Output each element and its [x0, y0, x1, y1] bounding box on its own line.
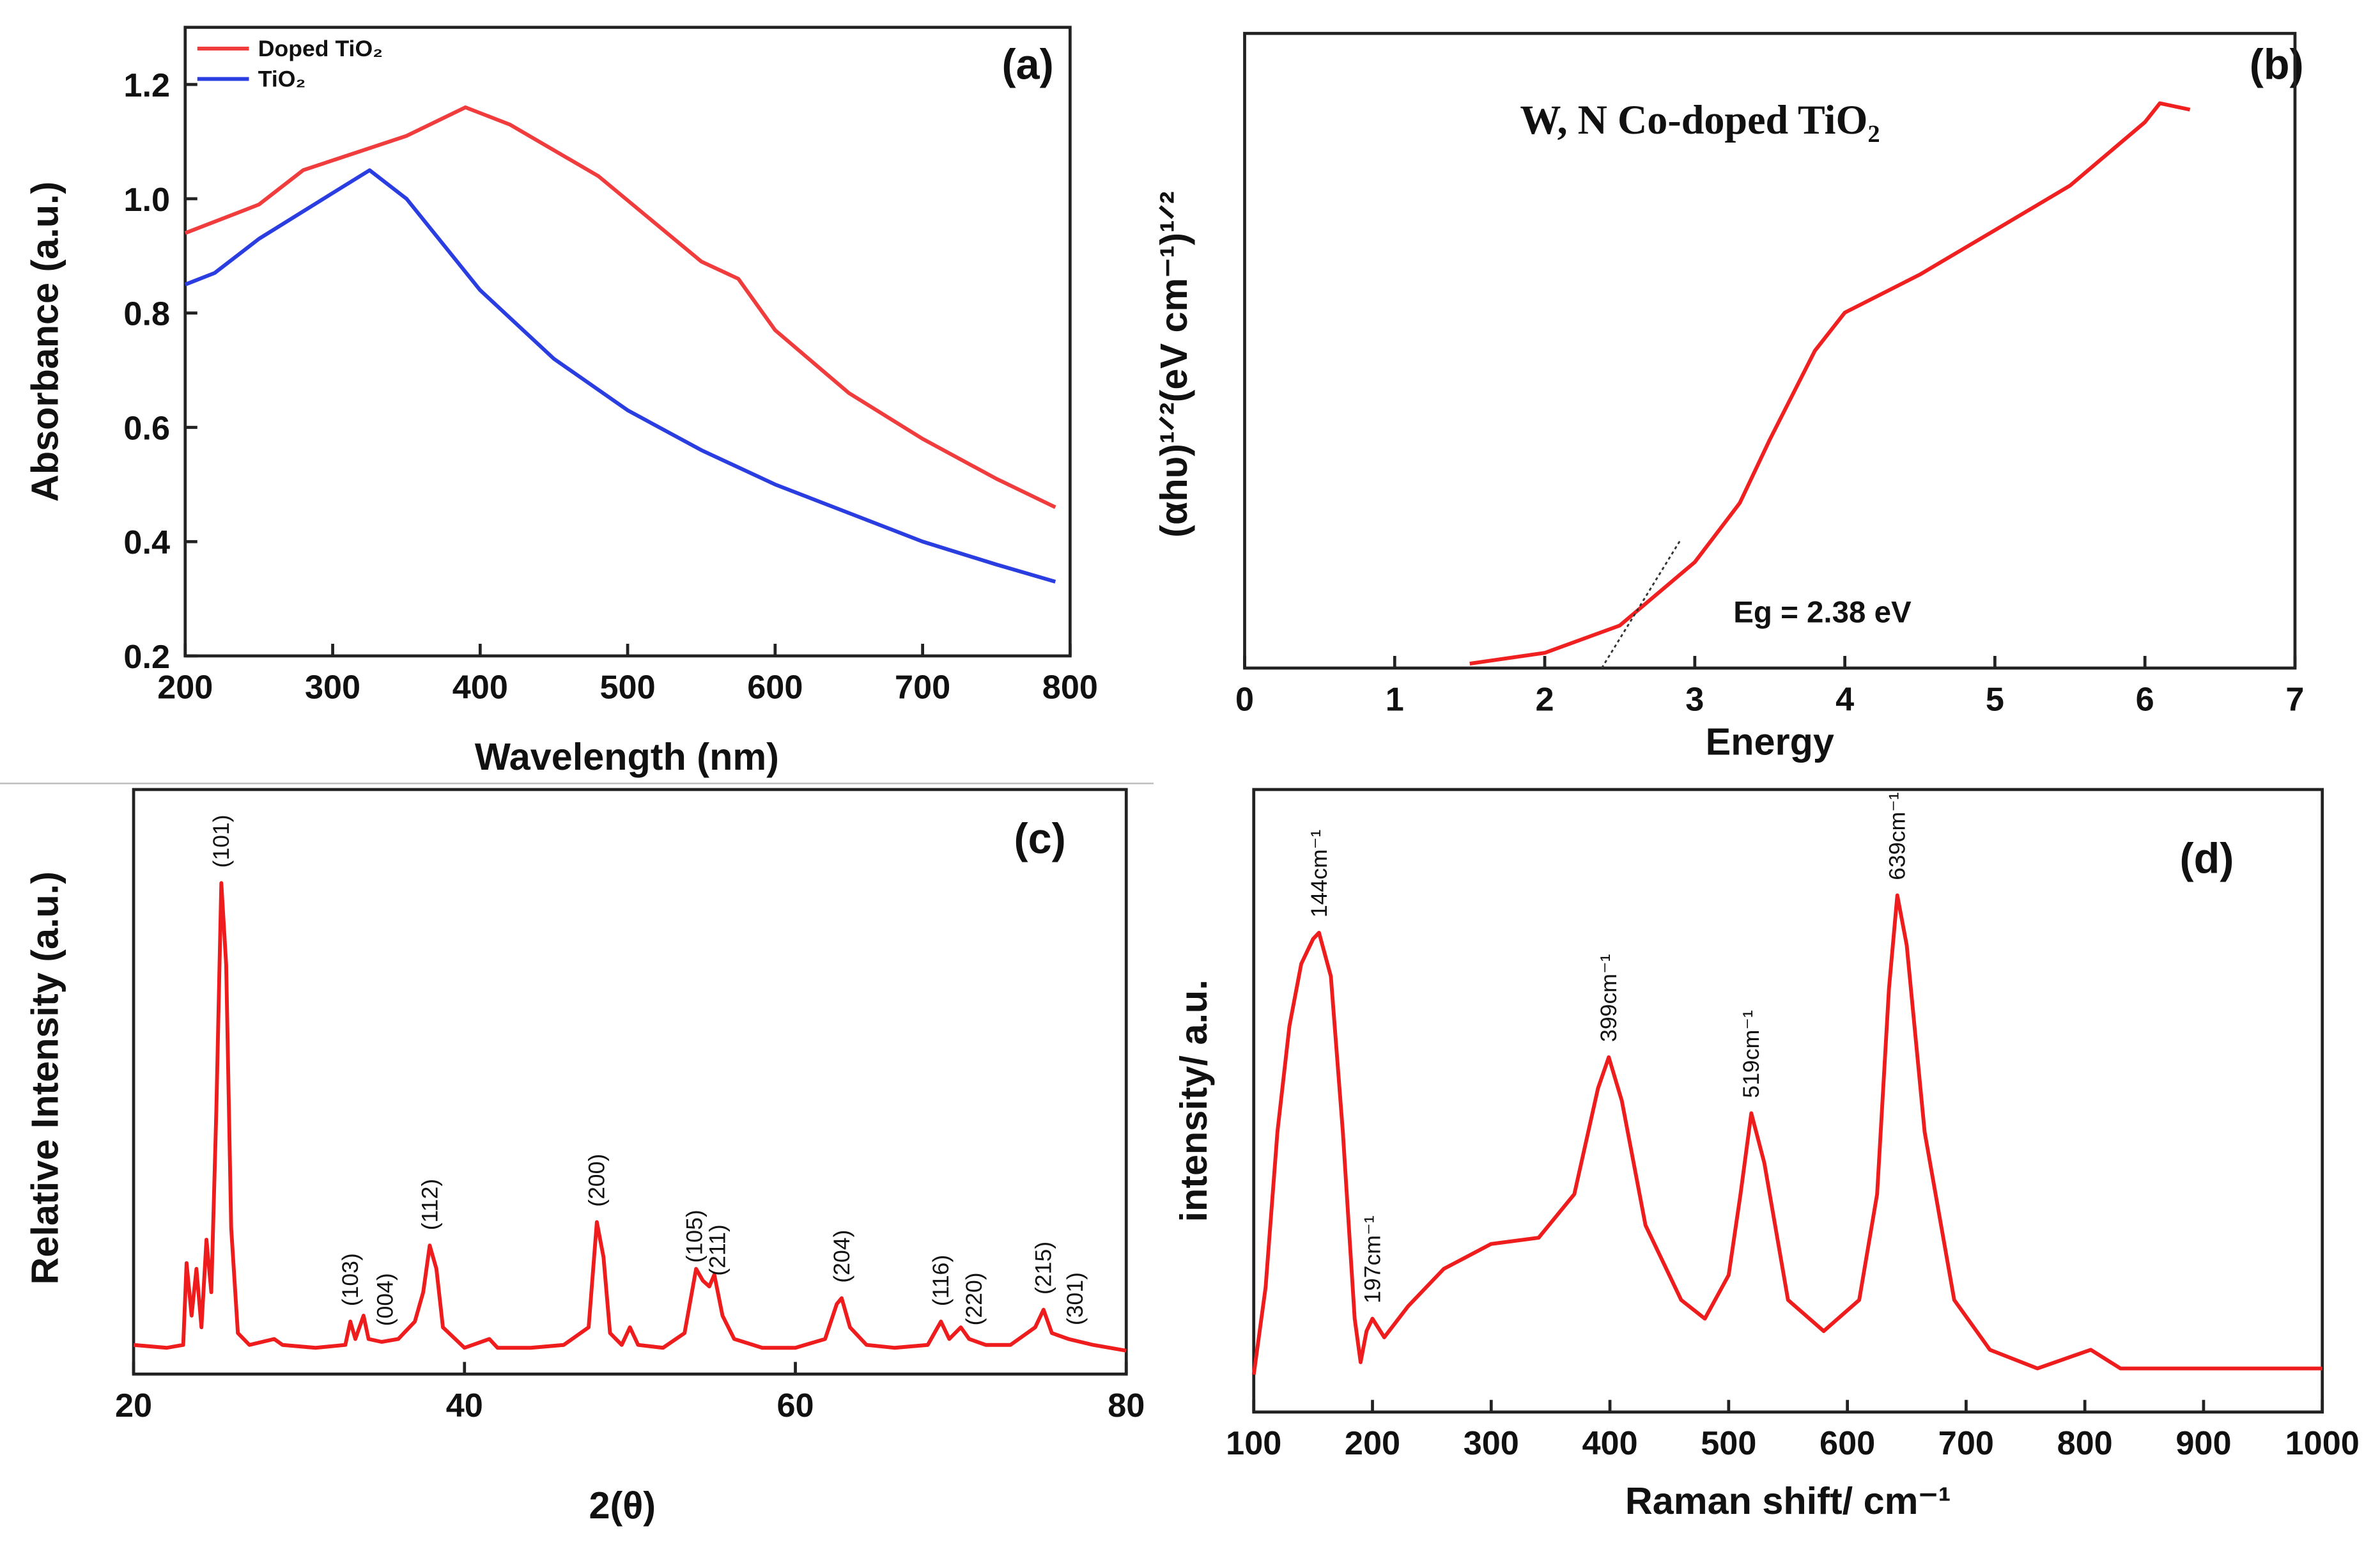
y-tick-label: 0.8 [123, 296, 170, 333]
y-axis-label: Relative Intensity (a.u.) [23, 871, 66, 1285]
peak-label: (105) [681, 1210, 707, 1263]
legend-label: Doped TiO₂ [258, 36, 383, 61]
chart-title: W, N Co-doped TiO₂ [1520, 97, 1880, 143]
x-tick-label: 600 [747, 669, 803, 706]
peak-label: (200) [584, 1154, 610, 1207]
x-tick-label: 80 [1108, 1387, 1145, 1424]
data-line [184, 168, 1056, 584]
x-tick-label: 5 [1986, 681, 2004, 718]
x-tick-label: 700 [1938, 1425, 1994, 1462]
panel-label: (a) [1002, 41, 1054, 88]
x-tick-label: 900 [2175, 1425, 2231, 1462]
x-tick-label: 3 [1685, 681, 1704, 718]
y-axis-label: intensity/ a.u. [1172, 979, 1215, 1222]
x-tick-label: 800 [2057, 1425, 2113, 1462]
panel-label: (c) [1014, 816, 1066, 863]
data-line [1469, 101, 2191, 666]
x-tick-label: 100 [1226, 1425, 1281, 1462]
plot-frame [1252, 788, 2324, 1414]
x-tick-label: 300 [305, 669, 360, 706]
y-axis-label: Absorbance (a.u.) [23, 182, 66, 502]
peak-label: (112) [417, 1179, 442, 1231]
x-tick-label: 400 [1582, 1425, 1637, 1462]
x-tick-label: 700 [895, 669, 950, 706]
x-axis-label: Energy [1706, 720, 1834, 763]
annotation: Eg = 2.38 eV [1733, 596, 1912, 630]
x-tick-label: 6 [2136, 681, 2154, 718]
x-tick-label: 400 [452, 669, 508, 706]
x-tick-label: 300 [1464, 1425, 1519, 1462]
peak-label: (211) [705, 1224, 730, 1276]
y-tick-label: 1.0 [123, 182, 170, 219]
peak-label: (220) [961, 1272, 987, 1325]
x-tick-label: 600 [1820, 1425, 1875, 1462]
x-tick-label: 4 [1835, 681, 1854, 718]
x-tick-label: 20 [115, 1387, 152, 1424]
peak-label: (103) [337, 1253, 363, 1306]
x-tick-label: 1000 [2285, 1425, 2360, 1462]
peak-label: (101) [208, 814, 234, 868]
x-tick-label: 40 [446, 1387, 483, 1424]
x-tick-label: 7 [2285, 681, 2304, 718]
peak-label: (204) [829, 1230, 854, 1283]
peak-label: (215) [1031, 1242, 1056, 1295]
x-tick-label: 500 [600, 669, 656, 706]
x-tick-label: 60 [777, 1387, 814, 1424]
x-axis-label: Wavelength (nm) [475, 735, 779, 778]
x-tick-label: 500 [1701, 1425, 1756, 1462]
x-tick-label: 800 [1042, 669, 1098, 706]
data-line [1251, 893, 2322, 1375]
data-line [133, 881, 1127, 1353]
y-tick-label: 0.6 [123, 410, 170, 447]
plot-frame [1243, 31, 2297, 670]
tangent-line [1601, 540, 1681, 669]
peak-label: 144cm⁻¹ [1306, 830, 1332, 918]
x-tick-label: 1 [1386, 681, 1404, 718]
panel-label: (d) [2179, 836, 2234, 883]
legend-label: TiO₂ [258, 66, 306, 91]
y-tick-label: 0.4 [123, 524, 170, 561]
x-axis-label: 2(θ) [589, 1484, 656, 1527]
y-tick-label: 1.2 [123, 67, 170, 104]
y-tick-label: 0.2 [123, 639, 170, 676]
y-axis-label: (αhυ)¹ᐟ²(eV cm⁻¹)¹ᐟ² [1152, 191, 1195, 538]
plot-frame [132, 788, 1128, 1376]
x-tick-label: 0 [1235, 681, 1254, 718]
x-tick-label: 200 [1345, 1425, 1400, 1462]
peak-label: 519cm⁻¹ [1738, 1010, 1764, 1098]
peak-label: (116) [928, 1255, 954, 1307]
peak-label: 399cm⁻¹ [1596, 954, 1621, 1042]
x-tick-label: 200 [157, 669, 213, 706]
peak-label: 197cm⁻¹ [1359, 1215, 1385, 1304]
x-axis-label: Raman shift/ cm⁻¹ [1625, 1479, 1951, 1522]
peak-label: (004) [372, 1273, 398, 1326]
x-tick-label: 2 [1536, 681, 1554, 718]
peak-label: 639cm⁻¹ [1885, 792, 1910, 880]
peak-label: (301) [1062, 1272, 1088, 1325]
data-line [184, 105, 1056, 510]
